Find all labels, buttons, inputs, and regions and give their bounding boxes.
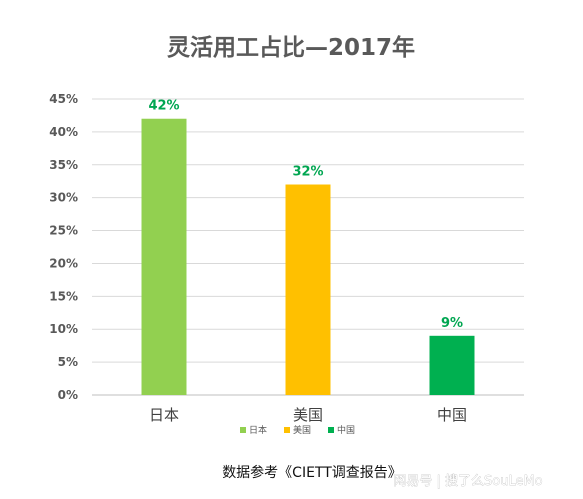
y-tick-label: 20% bbox=[49, 256, 78, 270]
y-tick-label: 40% bbox=[49, 125, 78, 139]
y-tick-label: 30% bbox=[49, 191, 78, 205]
legend: 日本 美国 中国 bbox=[240, 424, 355, 436]
y-tick-label: 15% bbox=[49, 289, 78, 303]
x-tick-label: 中国 bbox=[437, 406, 467, 424]
legend-label: 中国 bbox=[337, 424, 355, 436]
data-label: 42% bbox=[148, 99, 179, 114]
chart-title: 灵活用工占比—2017年 bbox=[167, 34, 415, 61]
y-axis-ticks: 0% 5% 10% 15% 20% 25% 30% 35% 40% 45% bbox=[49, 92, 78, 402]
legend-label: 美国 bbox=[293, 424, 311, 436]
data-labels: 42% 32% 9% bbox=[148, 99, 463, 331]
y-tick-label: 25% bbox=[49, 224, 78, 238]
bars bbox=[141, 118, 475, 395]
y-tick-label: 45% bbox=[49, 92, 78, 106]
legend-swatch bbox=[284, 427, 290, 433]
x-tick-label: 美国 bbox=[293, 406, 323, 424]
data-label: 9% bbox=[441, 316, 463, 331]
bar-2 bbox=[429, 335, 475, 395]
data-label: 32% bbox=[292, 165, 323, 180]
legend-label: 日本 bbox=[249, 424, 267, 436]
bar-1 bbox=[285, 184, 331, 395]
y-tick-label: 0% bbox=[58, 388, 78, 402]
y-tick-label: 10% bbox=[49, 322, 78, 336]
watermark: 网易号 | 搜了么SouLeMo bbox=[393, 474, 542, 489]
y-tick-label: 35% bbox=[49, 158, 78, 172]
y-tick-label: 5% bbox=[58, 355, 78, 369]
bar-0 bbox=[141, 118, 187, 395]
source-note: 数据参考《CIETT调查报告》 bbox=[222, 464, 402, 481]
legend-swatch bbox=[328, 427, 334, 433]
x-tick-label: 日本 bbox=[149, 406, 179, 424]
x-axis-ticks: 日本 美国 中国 bbox=[149, 406, 467, 424]
legend-swatch bbox=[240, 427, 246, 433]
